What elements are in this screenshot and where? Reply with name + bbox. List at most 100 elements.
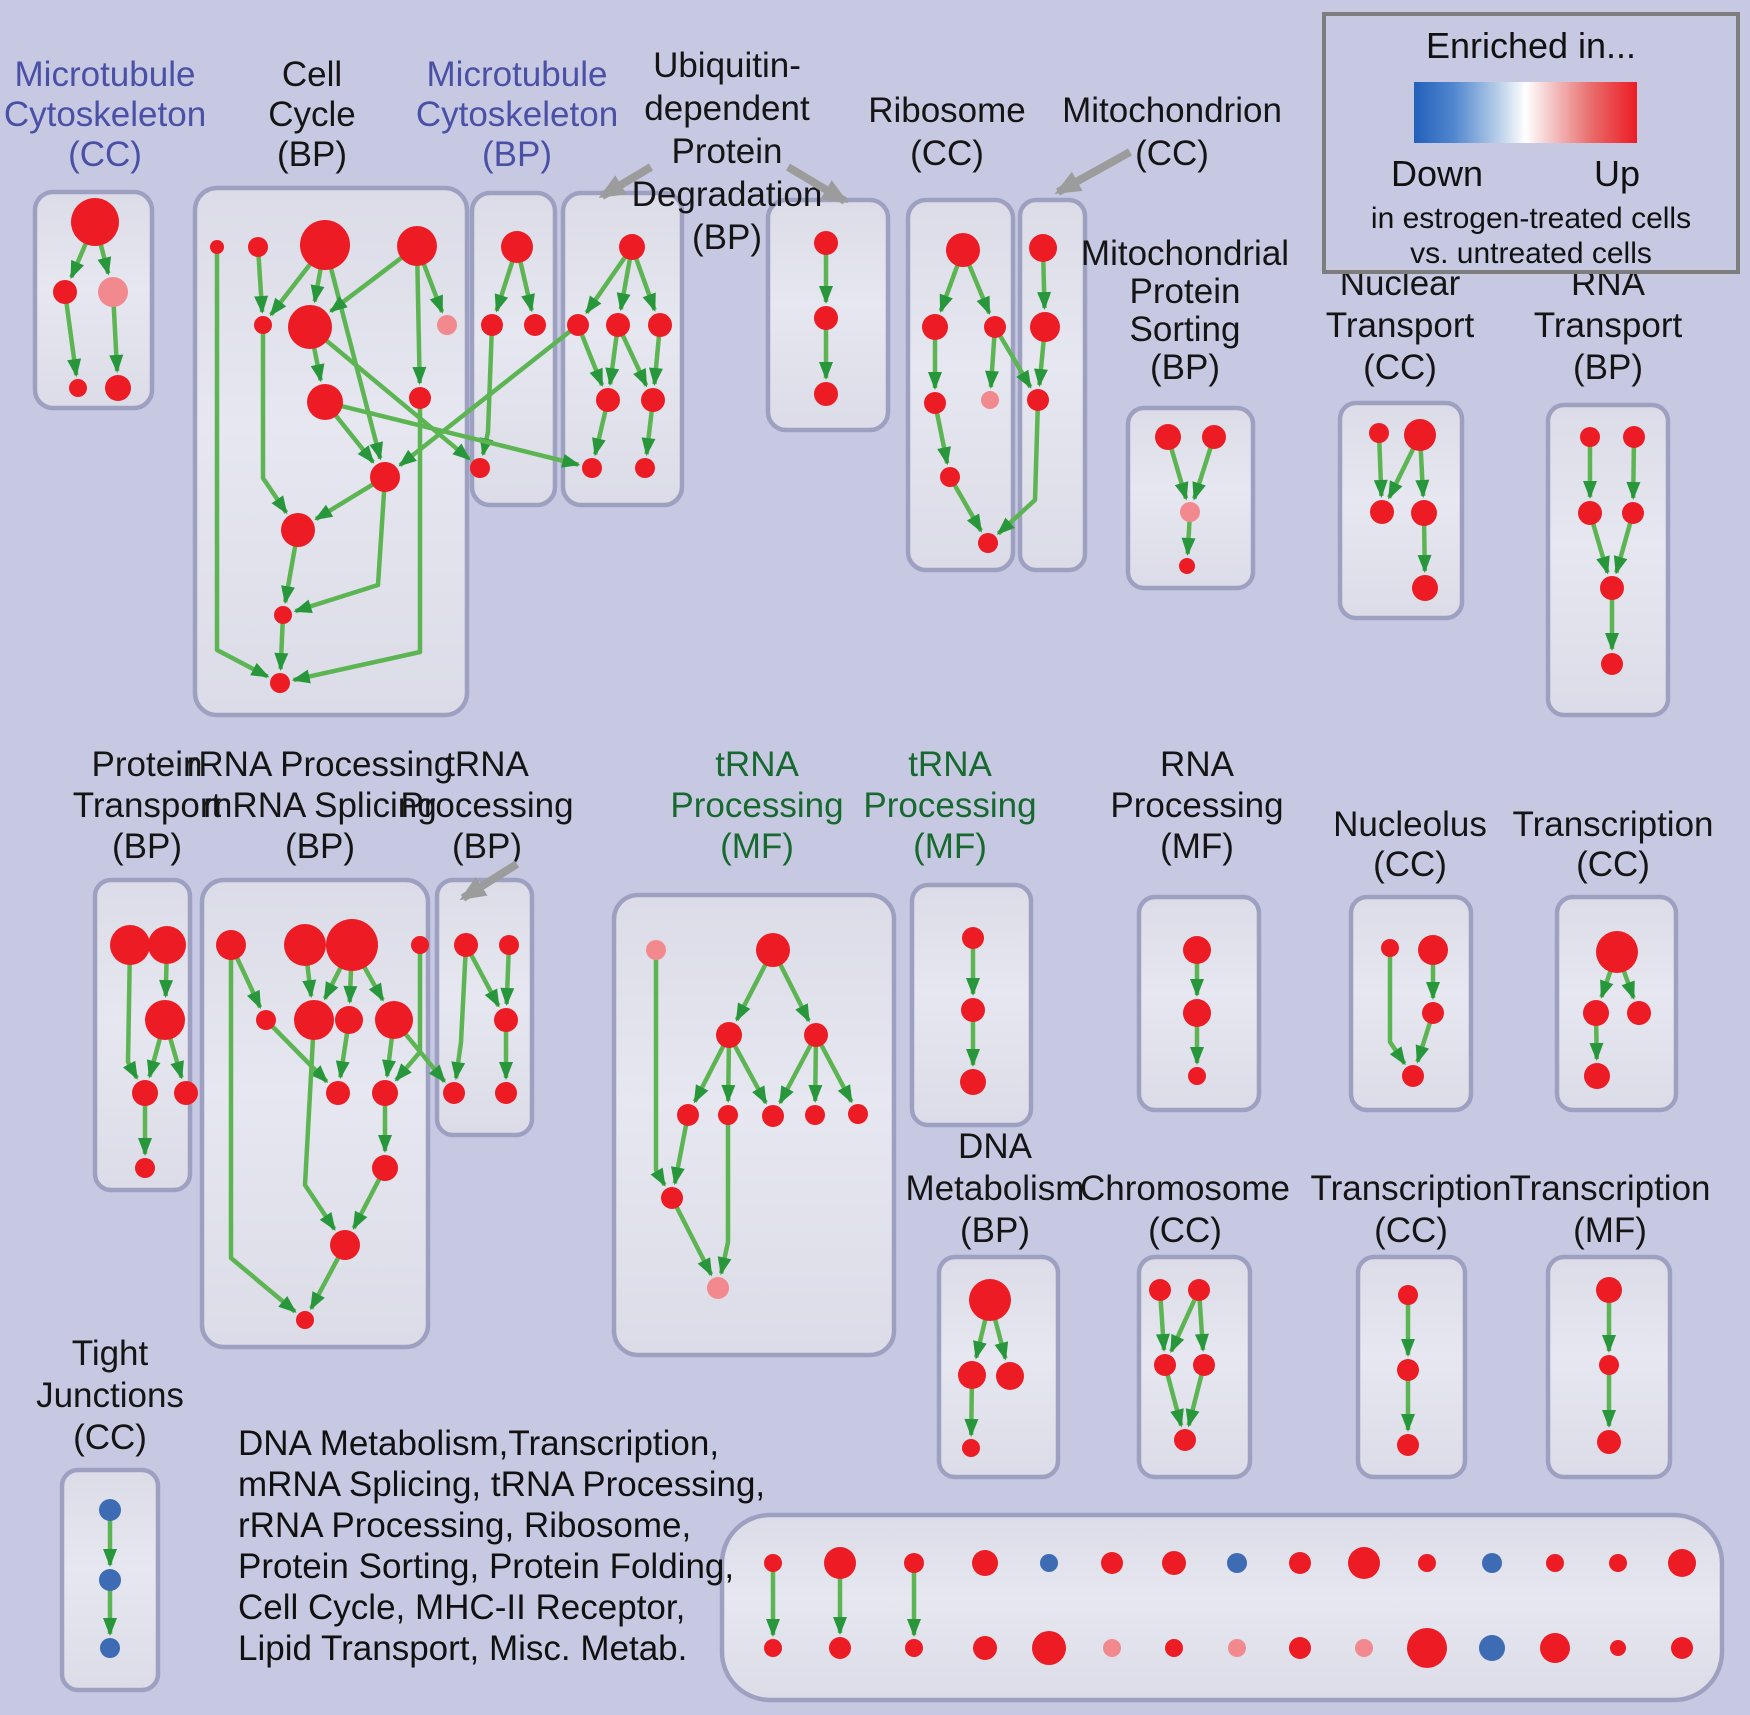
cluster-box-mitochondrial-protein-sorting-bp: [1125, 405, 1256, 591]
cluster-label-line: (CC): [1363, 348, 1437, 387]
cluster-label-line: (CC): [910, 134, 984, 173]
edge-trna-processing-mf-large: [717, 1115, 732, 1276]
cluster-label-line: Transcription: [1510, 1169, 1711, 1208]
cluster-label-nucleolus-cc: Nucleolus(CC): [1333, 805, 1487, 884]
misc-group-label-line: mRNA Splicing, tRNA Processing,: [238, 1465, 765, 1504]
cluster-label-line: Transport: [1534, 306, 1683, 345]
gene-node-red: [814, 231, 838, 255]
cluster-box-trna-processing-mf-large: [611, 892, 897, 1358]
gene-node-red: [135, 1158, 155, 1178]
cluster-label-line: (BP): [1150, 348, 1220, 387]
gene-node-pink: [1228, 1639, 1246, 1657]
gene-node-red: [940, 467, 960, 487]
gene-node-pink: [707, 1277, 729, 1299]
gene-node-red: [1411, 500, 1437, 526]
gene-node-red: [397, 226, 437, 266]
cluster-label-line: (BP): [692, 218, 762, 257]
gene-node-red: [372, 1155, 398, 1181]
gene-node-red: [296, 1311, 314, 1329]
cluster-label-line: Cycle: [268, 95, 356, 134]
gene-node-red: [330, 1230, 360, 1260]
gene-node-red: [216, 930, 246, 960]
legend-subtitle-line2: vs. untreated cells: [1410, 237, 1652, 270]
edge-cell-cycle-bp: [274, 614, 289, 672]
label-pointer-arrow: [459, 860, 520, 902]
cluster-label-line: dependent: [644, 89, 810, 128]
edge-rrna-processing-mrna-splicing-bp: [228, 945, 297, 1314]
gene-node-red: [254, 316, 272, 334]
misc-group-label-line: Cell Cycle, MHC-II Receptor,: [238, 1588, 685, 1627]
edge-cross-cluster: [398, 323, 580, 468]
cluster-label-line: Processing: [670, 786, 843, 825]
gene-node-red: [661, 1187, 683, 1209]
edge-nuclear-transport-cc: [1373, 432, 1388, 499]
gene-node-red: [370, 462, 400, 492]
cluster-box-transcription-cc-mid: [1554, 894, 1679, 1113]
gene-node-red: [962, 927, 984, 949]
cluster-label-line: (BP): [277, 135, 347, 174]
label-pointer-arrow: [598, 163, 654, 200]
gene-node-red: [270, 673, 290, 693]
gene-node-red: [958, 1361, 986, 1389]
gene-node-red: [499, 935, 519, 955]
gene-node-red: [1597, 1430, 1621, 1454]
cluster-label-line: Degradation: [632, 175, 823, 214]
gene-node-red: [1381, 939, 1399, 957]
gene-node-red: [148, 926, 186, 964]
gene-node-red: [596, 388, 620, 412]
edge-protein-transport-bp: [122, 944, 139, 1080]
misc-group-label: DNA Metabolism,Transcription,mRNA Splici…: [238, 1424, 765, 1668]
gene-node-red: [1193, 1354, 1215, 1376]
cluster-label-line: Cytoskeleton: [416, 95, 618, 134]
gene-node-red: [132, 1080, 158, 1106]
gene-node-red: [582, 458, 602, 478]
edge-cross-cluster: [324, 399, 581, 468]
cluster-label-line: Transcription: [1513, 805, 1714, 844]
gene-node-red: [922, 314, 948, 340]
cluster-label-line: Protein: [1130, 272, 1241, 311]
cluster-label-line: Ribosome: [868, 91, 1026, 130]
gene-node-red: [110, 925, 150, 965]
gene-node-red: [274, 606, 292, 624]
gene-node-red: [1596, 1277, 1622, 1303]
cluster-label-line: (BP): [482, 135, 552, 174]
gene-node-red: [804, 1023, 828, 1047]
gene-node-red: [1412, 575, 1438, 601]
cluster-label-line: (MF): [1573, 1211, 1647, 1250]
misc-group-label-line: Protein Sorting, Protein Folding,: [238, 1547, 734, 1586]
cluster-label-line: Sorting: [1130, 310, 1241, 349]
gene-node-red: [288, 305, 332, 349]
gene-node-red: [1348, 1547, 1380, 1579]
legend-subtitle-line1: in estrogen-treated cells: [1371, 202, 1691, 235]
gene-node-red: [248, 237, 268, 257]
cluster-label-ubiquitin-dependent-protein-degradation-bp: Ubiquitin-dependent Protein Degradation (BP…: [632, 46, 823, 257]
cluster-label-line: Mitochondrion: [1062, 91, 1282, 130]
edge-microtubule-cytoskeleton-bp: [479, 324, 495, 457]
gene-node-red: [1370, 500, 1394, 524]
edge-cross-cluster: [996, 399, 1041, 536]
cluster-label-line: Cytoskeleton: [4, 95, 206, 134]
gene-node-red: [924, 392, 946, 414]
cluster-label-line: (CC): [73, 1418, 147, 1457]
cluster-box-misc-metabolism-group: [719, 1512, 1725, 1703]
cluster-label-line: (MF): [720, 827, 794, 866]
edge-trna-processing-bp: [451, 944, 469, 1081]
gene-node-red: [1596, 931, 1638, 973]
gene-node-red: [307, 384, 343, 420]
legend-title: Enriched in...: [1426, 25, 1636, 66]
gene-node-red: [1101, 1552, 1123, 1574]
gene-node-red: [619, 234, 645, 260]
gene-node-pink: [1355, 1639, 1373, 1657]
gene-node-red: [969, 1279, 1011, 1321]
gene-node-red: [814, 382, 838, 406]
gene-node-red: [411, 936, 429, 954]
gene-node-red: [1578, 501, 1602, 525]
gene-node-red: [1202, 425, 1226, 449]
gene-node-pink: [98, 277, 128, 307]
misc-group-label-line: rRNA Processing, Ribosome,: [238, 1506, 691, 1545]
